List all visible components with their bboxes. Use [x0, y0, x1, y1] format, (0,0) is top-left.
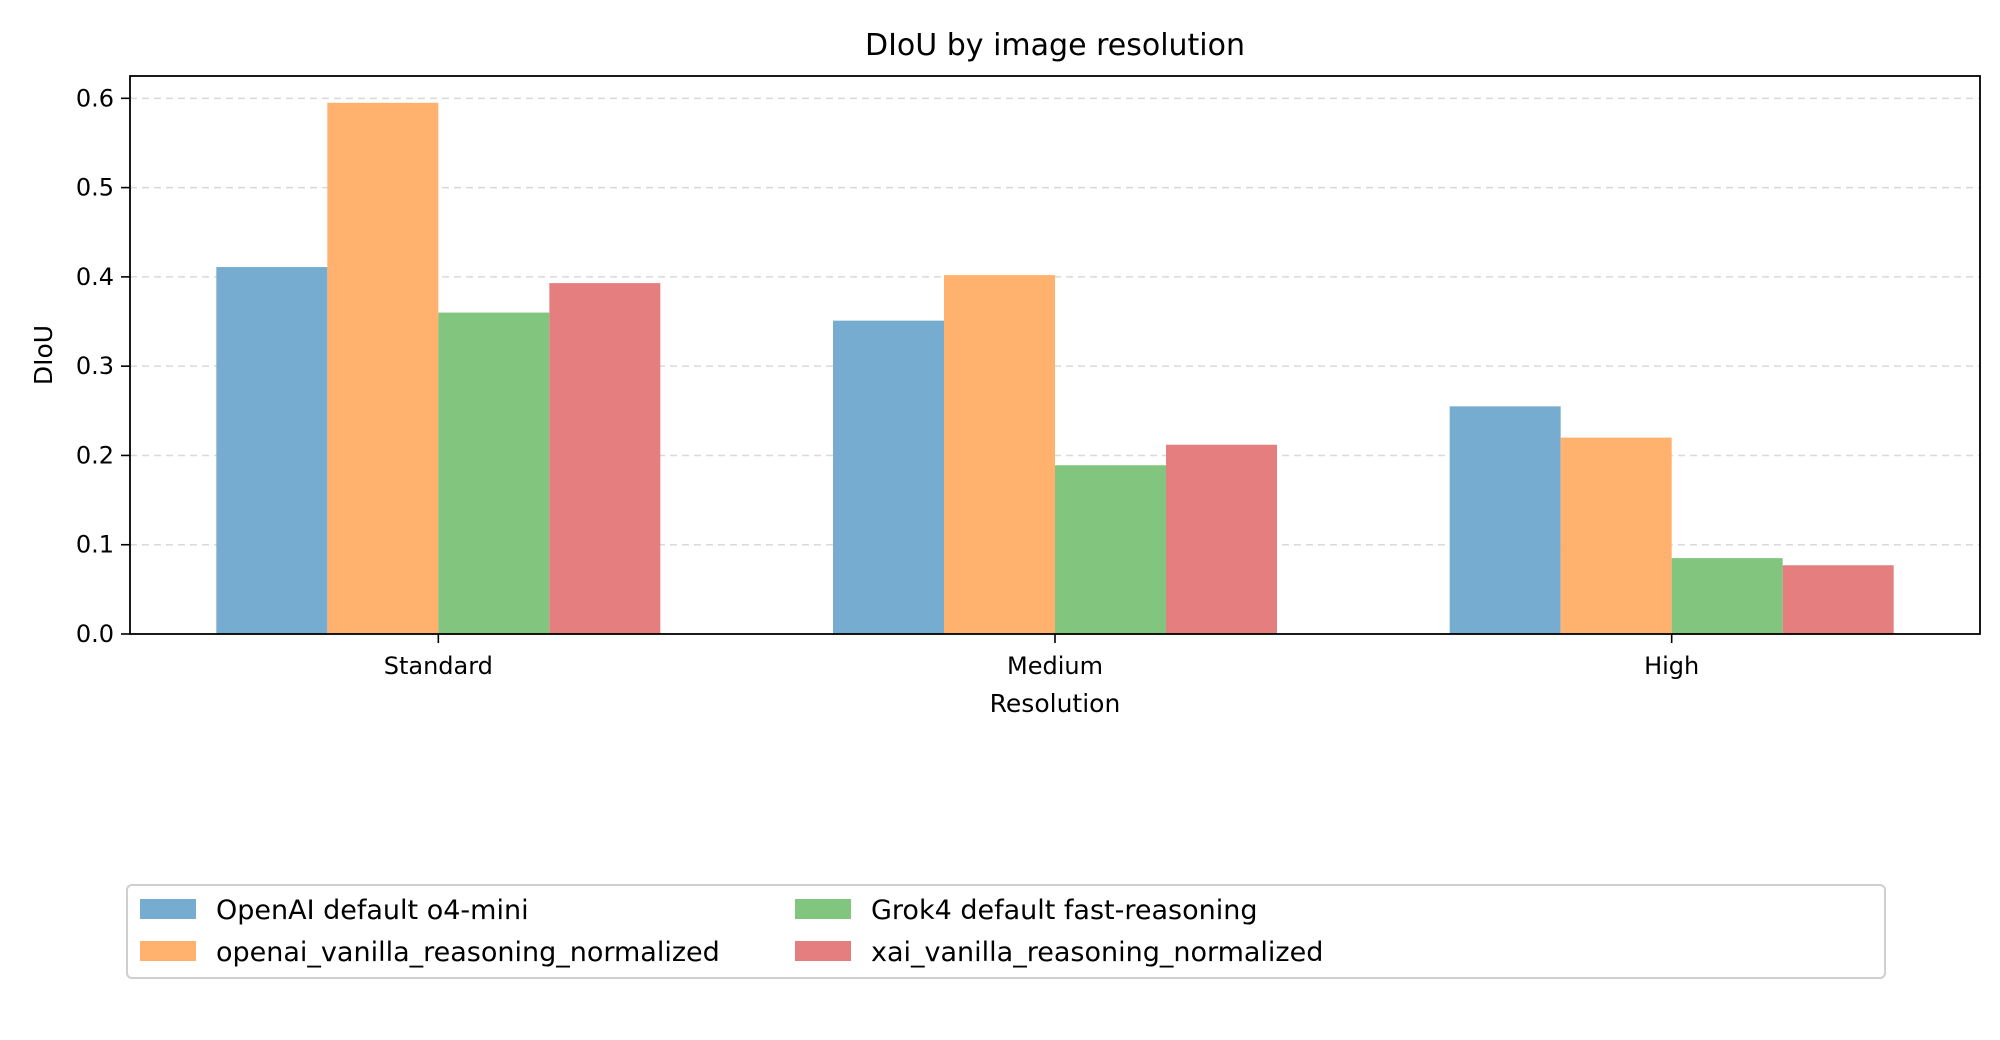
x-tick-label: Standard	[384, 652, 493, 680]
y-tick-label: 0.0	[76, 620, 114, 648]
legend-swatch	[140, 899, 196, 919]
x-axis: Standard Medium High	[384, 634, 1699, 680]
bar	[1055, 465, 1166, 634]
bar	[216, 267, 328, 634]
chart-title: DIoU by image resolution	[865, 28, 1245, 63]
bar	[327, 102, 439, 634]
bars	[216, 102, 1894, 634]
legend-label: Grok4 default fast-reasoning	[871, 895, 1258, 926]
bar	[944, 275, 1055, 634]
legend-frame	[126, 884, 1886, 979]
legend-swatch	[140, 941, 196, 961]
bar	[833, 320, 944, 634]
legend: OpenAI default o4-mini openai_vanilla_rea…	[126, 884, 1886, 979]
y-axis: 0.0 0.1 0.2 0.3 0.4 0.5 0.6	[76, 84, 130, 648]
legend-label: OpenAI default o4-mini	[216, 895, 529, 926]
y-tick-label: 0.3	[76, 352, 114, 380]
bar	[438, 312, 550, 634]
y-tick-label: 0.6	[76, 84, 114, 112]
bar	[1671, 558, 1783, 634]
bar	[1449, 406, 1561, 634]
legend-label: xai_vanilla_reasoning_normalized	[871, 937, 1323, 968]
y-tick-label: 0.2	[76, 441, 114, 469]
x-tick-label: High	[1644, 652, 1699, 680]
legend-swatch	[795, 941, 851, 961]
legend-swatch	[795, 899, 851, 919]
legend-label: openai_vanilla_reasoning_normalized	[216, 937, 720, 968]
x-axis-label: Resolution	[990, 689, 1121, 718]
y-tick-label: 0.4	[76, 263, 114, 291]
y-tick-label: 0.1	[76, 531, 114, 559]
bar	[1166, 444, 1277, 634]
bar	[549, 283, 661, 634]
bar	[1560, 437, 1672, 634]
y-tick-label: 0.5	[76, 174, 114, 202]
bar	[1782, 565, 1894, 634]
y-axis-label: DIoU	[29, 325, 58, 385]
x-tick-label: Medium	[1007, 652, 1103, 680]
